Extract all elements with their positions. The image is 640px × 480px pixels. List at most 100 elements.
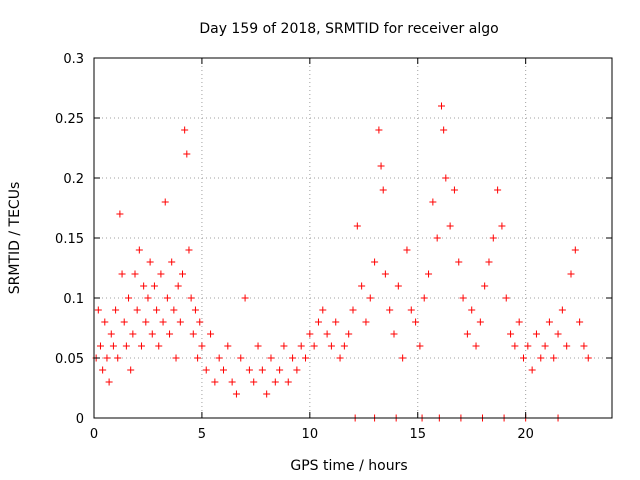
data-point: [468, 306, 476, 314]
data-point: [198, 342, 206, 350]
data-point: [293, 366, 301, 374]
data-point: [440, 126, 448, 134]
data-point: [336, 354, 344, 362]
grid: [94, 58, 612, 418]
data-point: [254, 342, 262, 350]
data-point: [310, 342, 318, 350]
data-point: [202, 366, 210, 374]
y-tick-label: 0.1: [63, 292, 84, 307]
data-point: [353, 222, 361, 230]
data-point: [377, 162, 385, 170]
data-point: [532, 330, 540, 338]
data-point: [319, 306, 327, 314]
data-point: [120, 318, 128, 326]
data-point: [349, 306, 357, 314]
data-point: [390, 330, 398, 338]
data-point: [161, 198, 169, 206]
data-point: [302, 354, 310, 362]
data-point: [571, 246, 579, 254]
data-point: [187, 294, 195, 302]
data-point: [116, 210, 124, 218]
data-point: [125, 294, 133, 302]
data-point: [280, 342, 288, 350]
data-point: [412, 318, 420, 326]
data-point: [507, 330, 515, 338]
data-point: [463, 330, 471, 338]
data-point: [103, 354, 111, 362]
y-tick-label: 0.05: [55, 352, 84, 367]
x-tick-label: 15: [409, 427, 426, 442]
data-point: [314, 318, 322, 326]
data-point: [580, 342, 588, 350]
data-point: [399, 354, 407, 362]
data-point: [140, 282, 148, 290]
data-point: [99, 366, 107, 374]
data-point: [433, 234, 441, 242]
data-point: [114, 354, 122, 362]
data-point: [323, 330, 331, 338]
data-point: [558, 306, 566, 314]
data-point: [358, 282, 366, 290]
data-point: [137, 342, 145, 350]
data-point: [437, 102, 445, 110]
data-point: [196, 318, 204, 326]
data-point: [289, 354, 297, 362]
data-point: [345, 330, 353, 338]
x-axis-label: GPS time / hours: [290, 458, 407, 474]
data-point: [567, 270, 575, 278]
data-point: [485, 258, 493, 266]
data-point: [442, 174, 450, 182]
data-point: [407, 306, 415, 314]
data-point: [362, 318, 370, 326]
data-point: [157, 270, 165, 278]
data-point: [153, 306, 161, 314]
data-point: [340, 342, 348, 350]
data-point: [191, 306, 199, 314]
data-point: [172, 354, 180, 362]
data-point: [263, 390, 271, 398]
data-point: [127, 366, 135, 374]
data-point: [554, 330, 562, 338]
chart-title: Day 159 of 2018, SRMTID for receiver alg…: [199, 21, 498, 37]
data-point: [498, 222, 506, 230]
data-point: [109, 342, 117, 350]
data-point: [168, 258, 176, 266]
data-point: [379, 186, 387, 194]
data-point: [416, 342, 424, 350]
data-point: [550, 354, 558, 362]
data-point: [224, 342, 232, 350]
x-tick-label: 0: [90, 427, 98, 442]
data-point: [528, 366, 536, 374]
data-point: [545, 318, 553, 326]
y-tick-label: 0.25: [55, 112, 84, 127]
data-point: [420, 294, 428, 302]
data-point: [215, 354, 223, 362]
data-point: [381, 270, 389, 278]
data-point: [520, 354, 528, 362]
data-point: [258, 366, 266, 374]
data-point: [118, 270, 126, 278]
data-point: [371, 258, 379, 266]
data-point: [455, 258, 463, 266]
data-point: [271, 378, 279, 386]
y-tick-label: 0.2: [63, 172, 84, 187]
data-point: [446, 222, 454, 230]
data-point: [237, 354, 245, 362]
data-point: [129, 330, 137, 338]
data-point: [366, 294, 374, 302]
data-point: [541, 342, 549, 350]
data-point: [241, 294, 249, 302]
y-axis-label: SRMTID / TECUs: [7, 182, 23, 295]
data-point: [403, 246, 411, 254]
data-point: [502, 294, 510, 302]
data-point: [284, 378, 292, 386]
data-point: [211, 378, 219, 386]
y-tick-label: 0.15: [55, 232, 84, 247]
data-point: [183, 150, 191, 158]
data-point: [174, 282, 182, 290]
data-point: [148, 330, 156, 338]
data-point: [107, 330, 115, 338]
x-tick-label: 5: [198, 427, 206, 442]
